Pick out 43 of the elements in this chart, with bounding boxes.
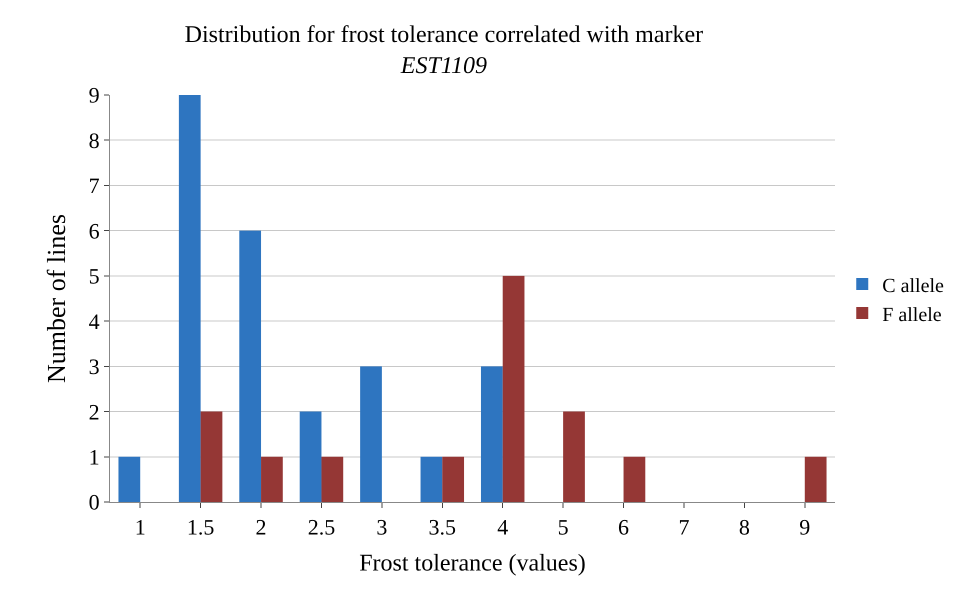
y-tick-label: 2 — [88, 399, 100, 424]
x-tick-label: 9 — [799, 514, 810, 540]
y-tick-label: 1 — [88, 444, 100, 470]
y-axis-title: Number of lines — [42, 214, 71, 383]
bar — [624, 456, 646, 502]
y-tick-label: 6 — [88, 218, 100, 244]
bar — [420, 456, 442, 502]
x-tick-label: 1.5 — [186, 514, 214, 540]
x-tick-label: 6 — [618, 514, 630, 540]
chart-title: Distribution for frost tolerance correlated with marker — [184, 22, 704, 48]
bar — [200, 412, 222, 502]
y-tick-label: 7 — [88, 173, 100, 198]
y-tick-label: 4 — [88, 308, 100, 334]
bar — [239, 230, 262, 502]
y-tick-label: 3 — [88, 354, 100, 380]
chart-subtitle: EST1109 — [400, 52, 488, 79]
bar — [360, 366, 382, 502]
bar — [563, 412, 585, 502]
y-tick-label: 0 — [88, 490, 100, 515]
bar — [442, 456, 464, 502]
x-tick-label: 1 — [134, 514, 146, 540]
x-axis-title: Frost tolerance (values) — [359, 550, 586, 577]
x-tick-label: 2 — [256, 514, 267, 540]
x-tick-label: 3 — [376, 514, 388, 540]
legend-label: F allele — [882, 304, 942, 326]
bar — [321, 456, 344, 502]
bar — [480, 366, 503, 502]
x-tick-label: 4 — [497, 514, 508, 540]
x-tick-label: 5 — [558, 514, 569, 540]
bar — [261, 456, 283, 502]
bar — [300, 412, 322, 502]
bar — [502, 276, 524, 502]
x-tick-label: 8 — [738, 514, 750, 540]
x-tick-label: 2.5 — [308, 514, 336, 540]
bar — [178, 95, 201, 502]
y-tick-label: 5 — [88, 264, 100, 289]
y-tick-label: 9 — [88, 82, 100, 108]
legend-label: C allele — [882, 274, 944, 297]
bar — [804, 456, 827, 502]
x-tick-label: 7 — [678, 514, 690, 540]
y-tick-label: 8 — [88, 128, 100, 153]
bar — [118, 456, 140, 502]
x-tick-label: 3.5 — [428, 514, 456, 540]
